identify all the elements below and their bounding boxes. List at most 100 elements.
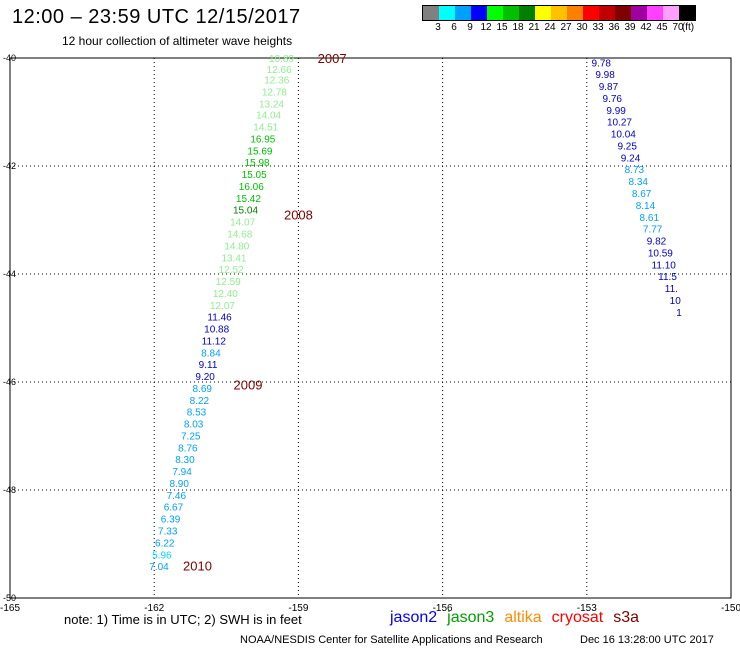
wave-height-value: 12.66	[267, 65, 292, 76]
wave-height-value: 14.68	[227, 230, 252, 241]
colorbar-swatch	[663, 6, 679, 20]
colorbar-swatch	[423, 6, 439, 20]
wave-height-value: 7.25	[181, 431, 201, 442]
wave-height-value: 14.07	[230, 218, 255, 229]
page-subtitle: 12 hour collection of altimeter wave hei…	[62, 34, 293, 48]
time-label: 2010	[183, 559, 212, 574]
colorbar-swatch	[599, 6, 615, 20]
wave-height-value: 11.12	[202, 336, 227, 347]
wave-height-value: 9.99	[606, 106, 626, 117]
wave-height-value: 10.88	[204, 325, 229, 336]
wave-height-value: 8.30	[175, 455, 195, 466]
colorbar-swatch	[535, 6, 551, 20]
colorbar-label: 24	[544, 22, 556, 33]
lat-tick-label: -44	[3, 269, 16, 279]
satellite-legend-cryosat: cryosat	[551, 609, 604, 626]
wave-height-value: 7.04	[149, 562, 169, 573]
generated-timestamp: Dec 16 13:28:00 UTC 2017	[580, 634, 714, 646]
footer-note: note: 1) Time is in UTC; 2) SWH is in fe…	[64, 612, 302, 627]
wave-height-value: 6.22	[155, 538, 175, 549]
time-label: 2008	[284, 208, 313, 223]
colorbar-swatch	[487, 6, 503, 20]
time-label: 2009	[234, 378, 263, 393]
colorbar-swatch	[631, 6, 647, 20]
wave-height-value: 14.04	[256, 111, 281, 122]
lat-tick-label: -40	[3, 53, 16, 63]
lat-tick-label: -46	[3, 377, 16, 387]
wave-height-value: 7.33	[158, 527, 178, 538]
wave-height-value: 9.82	[647, 237, 667, 248]
colorbar-label: 45	[656, 22, 668, 33]
lon-tick-label: -165	[0, 603, 20, 614]
satellite-legend-s3a: s3a	[613, 609, 640, 626]
map-frame	[9, 57, 732, 599]
wave-height-value: 10.04	[611, 130, 636, 141]
colorbar-label: 21	[528, 22, 540, 33]
wave-height-value: 5.96	[152, 550, 172, 561]
wave-height-value: 15.69	[247, 146, 272, 157]
lon-tick-label: -156	[433, 603, 453, 614]
wave-height-value: 8.61	[640, 213, 660, 224]
track-jason3: 10.8912.6612.3612.7813.2414.0414.5116.95…	[149, 54, 294, 573]
wave-height-value: 9.24	[621, 153, 641, 164]
colorbar-swatch	[615, 6, 631, 20]
colorbar-label: 33	[592, 22, 604, 33]
wave-height-value: 12.52	[219, 265, 244, 276]
wave-height-value: 16.06	[239, 182, 264, 193]
lat-tick-label: -50	[3, 593, 16, 603]
wave-height-value: 10.27	[607, 118, 632, 129]
wave-height-value: 6.67	[164, 503, 184, 514]
wave-height-value: 10	[670, 296, 682, 307]
time-labels: 2007 2008 2009 2010	[183, 51, 347, 574]
wave-height-value: 15.98	[245, 158, 270, 169]
wave-height-value: 15.04	[233, 206, 258, 217]
colorbar-swatch	[551, 6, 567, 20]
wave-height-value: 12.78	[262, 87, 287, 98]
wave-height-value: 11.5	[658, 272, 677, 283]
wave-height-value: 8.69	[193, 384, 213, 395]
colorbar-label: 9	[467, 22, 473, 33]
colorbar-swatch	[503, 6, 519, 20]
wave-height-value: 8.03	[184, 420, 204, 431]
wave-height-value: 8.14	[636, 201, 656, 212]
wave-height-value: 10.59	[648, 248, 673, 259]
colorbar-label: 30	[576, 22, 588, 33]
colorbar-label: 42	[640, 22, 652, 33]
colorbar-label: 12	[480, 22, 492, 33]
colorbar-swatch	[439, 6, 455, 20]
credit-text: NOAA/NESDIS Center for Satellite Applica…	[240, 634, 543, 646]
wave-height-value: 1	[676, 308, 682, 319]
colorbar-label: 18	[512, 22, 524, 33]
colorbar-swatch	[455, 6, 471, 20]
wave-height-value: 12.59	[216, 277, 241, 288]
wave-height-value: 8.67	[632, 189, 652, 200]
colorbar-label: 70	[672, 22, 684, 33]
map-axes: -165 -162 -159 -156 -153 -150 -40 -42 -44 -46 -48 -…	[0, 53, 740, 614]
page-title: 12:00 – 23:59 UTC 12/15/2017	[12, 6, 301, 28]
lon-tick-label: -153	[577, 603, 597, 614]
colorbar-label: 27	[560, 22, 572, 33]
map-grid	[10, 58, 731, 598]
wave-height-value: 8.90	[169, 479, 189, 490]
wave-height-value: 8.84	[201, 348, 221, 359]
lon-tick-label: -162	[144, 603, 164, 614]
wave-height-value: 8.22	[190, 396, 210, 407]
wave-height-value: 11.46	[207, 313, 232, 324]
satellite-legend-jason3: jason3	[447, 609, 495, 626]
wave-height-value: 9.87	[599, 82, 619, 93]
wave-height-value: 9.76	[603, 94, 623, 105]
colorbar-swatch	[471, 6, 487, 20]
wave-height-value: 9.11	[199, 360, 218, 371]
wave-height-value: 13.41	[221, 253, 246, 264]
satellite-legend-altika: altika	[504, 609, 542, 626]
lon-tick-label: -150	[721, 603, 740, 614]
colorbar-swatch	[583, 6, 599, 20]
colorbar-label: 6	[451, 22, 457, 33]
wave-height-value: 8.34	[628, 177, 648, 188]
satellite-legend: jason2 jason3 altika cryosat s3a	[390, 609, 649, 627]
colorbar-swatch	[519, 6, 535, 20]
colorbar-label: 36	[608, 22, 620, 33]
wave-height-value: 11.10	[652, 260, 677, 271]
wave-height-value: 6.39	[161, 515, 181, 526]
wave-height-value: 13.24	[259, 99, 284, 110]
